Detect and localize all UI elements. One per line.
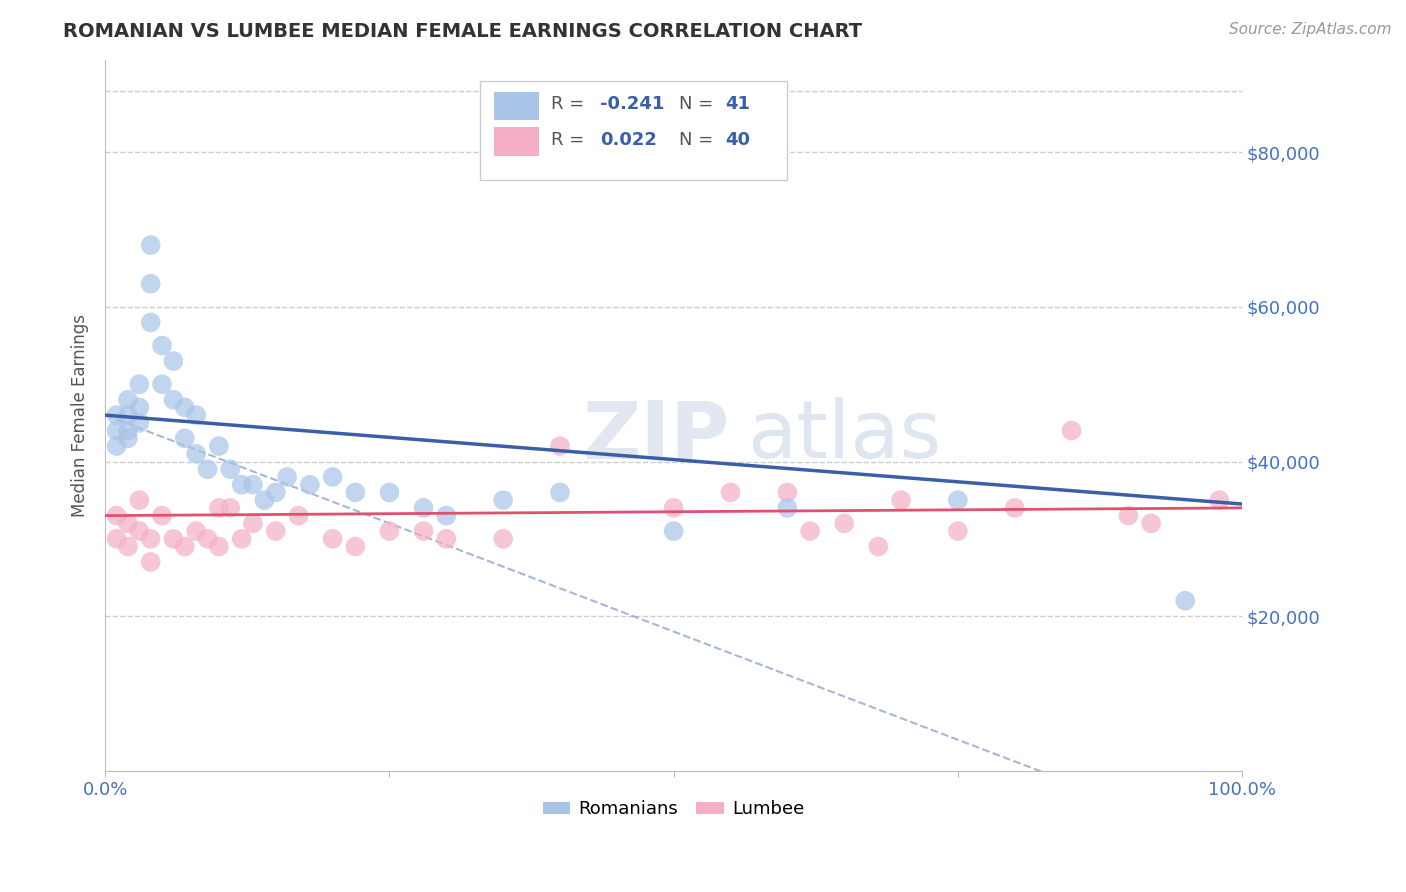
FancyBboxPatch shape: [481, 81, 787, 180]
Point: [173, 540, 195, 554]
Point: [776, 485, 799, 500]
Point: [105, 532, 128, 546]
Point: [173, 431, 195, 445]
Point: [264, 485, 287, 500]
Point: [662, 524, 685, 538]
Point: [117, 540, 139, 554]
Point: [492, 493, 515, 508]
Point: [1004, 500, 1026, 515]
Point: [186, 524, 208, 538]
Point: [276, 470, 298, 484]
Point: [253, 493, 276, 508]
Point: [208, 439, 231, 453]
Point: [117, 516, 139, 531]
Point: [322, 470, 344, 484]
Point: [776, 500, 799, 515]
Point: [117, 392, 139, 407]
Point: [186, 447, 208, 461]
Text: -0.241: -0.241: [600, 95, 664, 113]
Point: [242, 516, 264, 531]
Point: [890, 493, 912, 508]
Point: [946, 524, 969, 538]
Point: [162, 392, 184, 407]
Point: [105, 439, 128, 453]
Text: N =: N =: [679, 95, 720, 113]
Point: [219, 500, 242, 515]
Point: [105, 424, 128, 438]
Point: [1140, 516, 1163, 531]
Point: [150, 508, 173, 523]
FancyBboxPatch shape: [494, 128, 540, 155]
Point: [1208, 493, 1230, 508]
Point: [219, 462, 242, 476]
Point: [434, 508, 457, 523]
Point: [128, 401, 150, 415]
Point: [139, 238, 162, 252]
Text: ROMANIAN VS LUMBEE MEDIAN FEMALE EARNINGS CORRELATION CHART: ROMANIAN VS LUMBEE MEDIAN FEMALE EARNING…: [63, 22, 862, 41]
Text: atlas: atlas: [748, 398, 942, 475]
Point: [412, 524, 434, 538]
Point: [799, 524, 821, 538]
Legend: Romanians, Lumbee: Romanians, Lumbee: [536, 793, 813, 826]
Point: [128, 524, 150, 538]
Point: [344, 540, 367, 554]
Point: [412, 500, 434, 515]
Text: R =: R =: [551, 95, 591, 113]
Point: [662, 500, 685, 515]
Point: [1174, 593, 1197, 607]
Point: [264, 524, 287, 538]
Point: [128, 493, 150, 508]
Point: [197, 462, 219, 476]
Point: [197, 532, 219, 546]
Point: [128, 377, 150, 392]
Text: 0.022: 0.022: [600, 131, 657, 149]
Point: [139, 277, 162, 291]
Point: [344, 485, 367, 500]
Point: [208, 540, 231, 554]
Point: [298, 477, 321, 491]
FancyBboxPatch shape: [494, 92, 540, 120]
Point: [868, 540, 890, 554]
Point: [105, 408, 128, 422]
Text: Source: ZipAtlas.com: Source: ZipAtlas.com: [1229, 22, 1392, 37]
Point: [162, 532, 184, 546]
Text: 40: 40: [725, 131, 749, 149]
Point: [208, 500, 231, 515]
Point: [378, 485, 401, 500]
Point: [434, 532, 457, 546]
Point: [322, 532, 344, 546]
Point: [150, 377, 173, 392]
Point: [105, 508, 128, 523]
Point: [162, 354, 184, 368]
Point: [1118, 508, 1140, 523]
Point: [378, 524, 401, 538]
Text: 41: 41: [725, 95, 749, 113]
Point: [139, 555, 162, 569]
Text: N =: N =: [679, 131, 720, 149]
Point: [832, 516, 855, 531]
Point: [117, 408, 139, 422]
Point: [720, 485, 742, 500]
Point: [128, 416, 150, 430]
Point: [242, 477, 264, 491]
Point: [231, 477, 253, 491]
Point: [231, 532, 253, 546]
Point: [548, 439, 571, 453]
Point: [150, 338, 173, 352]
Point: [139, 315, 162, 329]
Point: [173, 401, 195, 415]
Point: [186, 408, 208, 422]
Point: [287, 508, 309, 523]
Point: [117, 431, 139, 445]
Y-axis label: Median Female Earnings: Median Female Earnings: [72, 314, 89, 516]
Point: [139, 532, 162, 546]
Text: ZIP: ZIP: [582, 398, 730, 475]
Point: [1060, 424, 1083, 438]
Point: [946, 493, 969, 508]
Point: [492, 532, 515, 546]
Point: [548, 485, 571, 500]
Point: [117, 424, 139, 438]
Text: R =: R =: [551, 131, 591, 149]
